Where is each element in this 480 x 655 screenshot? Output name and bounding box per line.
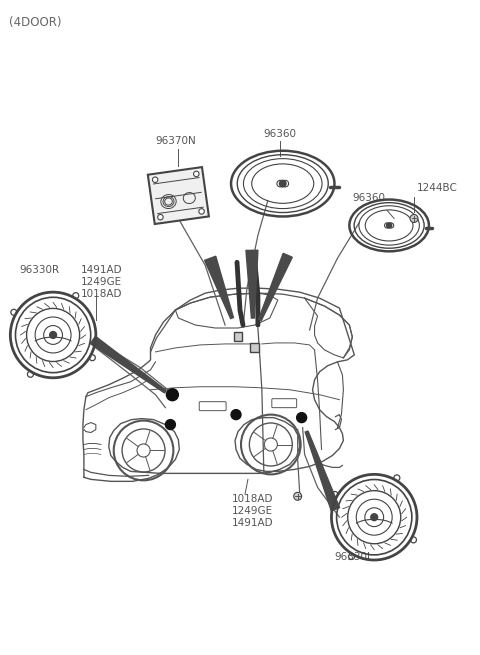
Text: 1249GE: 1249GE — [81, 277, 122, 287]
Text: 96360: 96360 — [263, 129, 296, 139]
Text: 1491AD: 1491AD — [81, 265, 122, 275]
Circle shape — [386, 223, 392, 228]
Text: 96330R: 96330R — [19, 265, 60, 275]
Bar — [234, 333, 242, 341]
Polygon shape — [90, 336, 166, 393]
Text: 1249GE: 1249GE — [232, 506, 273, 516]
Circle shape — [167, 388, 179, 401]
Circle shape — [153, 177, 158, 183]
Bar — [251, 343, 259, 352]
Text: 1244BC: 1244BC — [417, 183, 458, 193]
Bar — [148, 167, 209, 224]
Text: 1018AD: 1018AD — [81, 289, 122, 299]
Circle shape — [157, 214, 163, 220]
Circle shape — [279, 180, 286, 187]
Polygon shape — [305, 431, 340, 511]
Circle shape — [166, 420, 175, 430]
Circle shape — [294, 493, 301, 500]
Polygon shape — [246, 250, 258, 318]
Circle shape — [297, 413, 307, 422]
Text: 96360: 96360 — [353, 193, 386, 202]
Circle shape — [231, 409, 241, 420]
Circle shape — [371, 514, 378, 521]
Polygon shape — [259, 253, 292, 321]
Text: (4DOOR): (4DOOR) — [9, 16, 62, 29]
Text: 1018AD: 1018AD — [232, 495, 274, 504]
Circle shape — [49, 331, 57, 339]
Polygon shape — [204, 256, 233, 318]
Circle shape — [410, 214, 418, 223]
Circle shape — [193, 171, 199, 177]
Text: 1491AD: 1491AD — [232, 518, 274, 528]
Text: 96330L: 96330L — [335, 552, 373, 562]
Text: 96370N: 96370N — [155, 136, 196, 146]
Circle shape — [199, 209, 204, 214]
